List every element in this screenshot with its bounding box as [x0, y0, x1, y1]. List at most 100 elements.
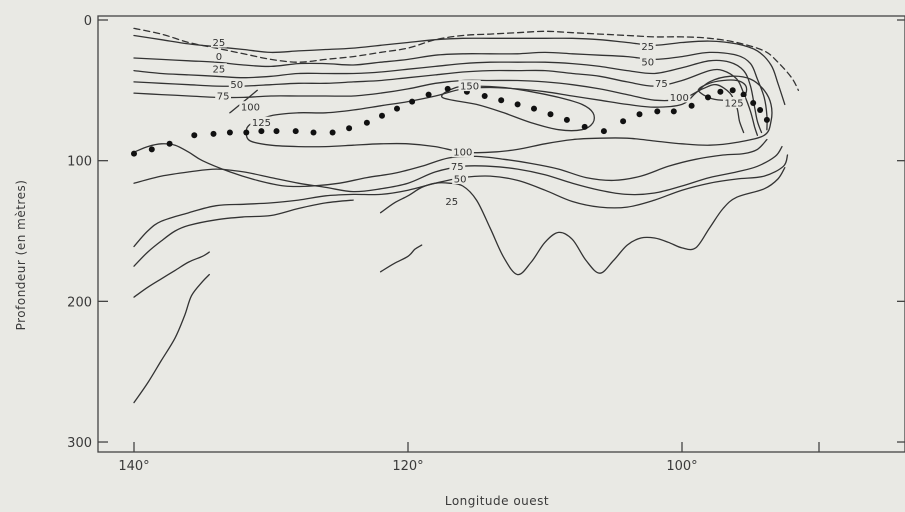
core-dot	[600, 128, 607, 135]
core-dot	[514, 101, 521, 108]
core-dot	[740, 91, 747, 98]
y-tick-label: 0	[84, 14, 92, 29]
core-dot	[620, 118, 627, 125]
isoline-75	[133, 68, 759, 136]
contour-label-bg	[723, 97, 746, 108]
contour-label: 0	[216, 52, 222, 63]
contour-label: 100	[241, 103, 260, 114]
x-tick-label: 140°	[118, 459, 149, 474]
core-dot	[498, 97, 505, 104]
core-dot	[210, 130, 217, 137]
core-dot	[379, 112, 385, 119]
contour-label-bg	[250, 116, 273, 128]
core-dot	[243, 129, 250, 136]
core-dot	[191, 132, 198, 139]
contour-label: 25	[213, 38, 226, 49]
isoline-125	[245, 75, 773, 154]
contour-label-bg	[449, 160, 466, 172]
x-tick-label: 120°	[392, 459, 423, 474]
core-dot	[292, 128, 299, 135]
contour-label-bg	[211, 63, 227, 75]
contour-label: 75	[217, 92, 230, 103]
axes: 140° 120° 100° 0 100 200 300	[67, 14, 905, 474]
contour-label-bg	[239, 101, 262, 113]
contour-label-bg	[639, 40, 656, 52]
isoline-75	[133, 145, 783, 196]
y-axis-title: Profondeur (en mètres)	[14, 180, 28, 331]
core-dot	[226, 129, 233, 136]
x-tick-label: 100°	[666, 459, 697, 474]
contour-label: 50	[641, 58, 654, 69]
contour-label-bg	[215, 90, 231, 101]
contour-label-bg	[443, 195, 460, 207]
contour-label: 25	[641, 42, 654, 53]
contour-label-bg	[228, 78, 245, 90]
core-dot	[258, 128, 265, 135]
contour-label: 75	[451, 162, 464, 173]
contour-label: 75	[655, 79, 668, 90]
core-dot	[444, 85, 451, 92]
isoline-125	[697, 79, 748, 101]
isoline-25	[133, 251, 210, 298]
isoline-25	[133, 273, 210, 404]
core-dot	[581, 123, 588, 130]
isoline-50	[133, 59, 763, 134]
core-dot	[329, 129, 336, 136]
core-dot	[273, 128, 280, 135]
core-dot	[670, 108, 677, 115]
isolines	[133, 27, 800, 404]
core-dot	[750, 100, 757, 106]
core-dot	[763, 116, 770, 123]
contour-label-bg	[214, 50, 224, 62]
contour-label: 50	[230, 80, 243, 91]
contour-label: 100	[453, 148, 472, 159]
contour-label-bg	[451, 146, 474, 158]
core-dot	[363, 119, 370, 126]
contour-label-bg	[458, 80, 481, 92]
core-dot	[481, 93, 488, 99]
core-dot	[636, 111, 643, 118]
isoline-25	[133, 34, 786, 106]
contour-label: 125	[725, 99, 744, 110]
contour-label-bg	[668, 91, 691, 103]
contour-label-bg	[211, 36, 227, 48]
core-dot	[310, 129, 317, 136]
contour-label: 150	[460, 82, 479, 93]
core-dot	[717, 88, 724, 95]
core-dot	[757, 107, 764, 113]
core-dot	[654, 108, 661, 115]
x-axis-title: Longitude ouest	[445, 494, 549, 508]
isoline-150	[440, 85, 595, 132]
contour-label: 25	[445, 197, 458, 208]
core-dot	[547, 111, 554, 118]
isoline-25	[133, 199, 354, 267]
core-dot	[729, 87, 736, 94]
core-dot	[346, 125, 353, 132]
core-dot	[688, 102, 695, 109]
contour-label-bg	[653, 77, 670, 89]
contour-label: 50	[454, 175, 467, 186]
core-dot	[166, 140, 173, 147]
core-dot	[394, 105, 400, 112]
contour-label: 25	[213, 65, 226, 76]
isoline-100	[133, 138, 768, 188]
core-dot	[425, 91, 432, 98]
core-dot	[531, 105, 537, 112]
contour-label: 125	[252, 118, 271, 129]
isoline-100	[133, 79, 745, 134]
isoline-0	[133, 27, 800, 91]
y-tick-label: 300	[67, 436, 92, 451]
core-dot	[563, 116, 570, 123]
core-dot	[131, 150, 137, 157]
isoline-25	[379, 167, 786, 276]
core-dot	[409, 98, 416, 105]
y-tick-label: 100	[67, 155, 92, 170]
y-tick-label: 200	[67, 295, 92, 310]
isoline-25	[379, 244, 423, 273]
contour-label-bg	[452, 173, 468, 184]
isoline-25	[133, 51, 768, 131]
plot-frame	[97, 15, 905, 453]
core-dot	[705, 94, 711, 101]
